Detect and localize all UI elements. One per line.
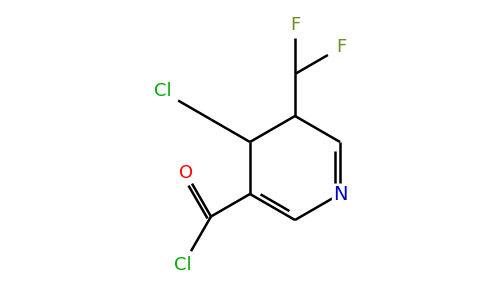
Text: Cl: Cl — [154, 82, 171, 100]
Text: F: F — [336, 38, 346, 56]
Text: F: F — [290, 16, 300, 34]
Text: O: O — [179, 164, 193, 182]
Text: Cl: Cl — [174, 256, 192, 274]
Text: N: N — [333, 184, 348, 203]
